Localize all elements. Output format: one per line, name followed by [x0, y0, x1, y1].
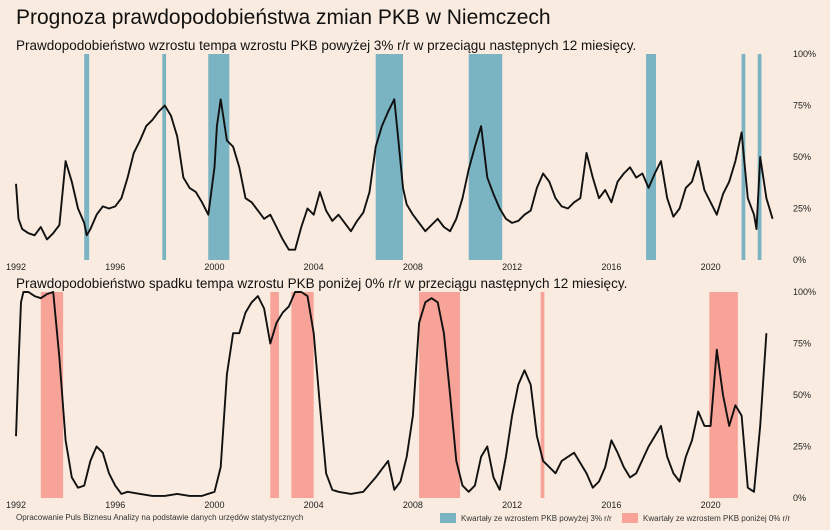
- recession-x-tick-label: 2020: [701, 500, 721, 510]
- legend-label-up: Kwartały ze wzrostem PKB powyżej 3% r/r: [461, 513, 612, 523]
- main-title: Prognoza prawdopodobieństwa zmian PKB w …: [16, 6, 551, 29]
- recession-shaded-band: [270, 292, 279, 498]
- growth-x-tick-label: 2016: [601, 262, 621, 272]
- recession-x-tick-label: 1992: [6, 500, 26, 510]
- growth-x-tick-label: 2012: [502, 262, 522, 272]
- recession-y-tick-label: 100%: [793, 287, 816, 297]
- source-note: Opracowanie Puls Biznesu Analizy na pods…: [16, 513, 304, 522]
- recession-y-tick-label: 25%: [793, 442, 811, 452]
- recession-shaded-band: [540, 292, 545, 498]
- growth-probability-line: [15, 98, 774, 251]
- growth-x-tick-label: 2020: [701, 262, 721, 272]
- recession-probability-line: [15, 291, 768, 497]
- recession-shaded-band: [419, 292, 461, 498]
- recession-shaded-band: [291, 292, 314, 498]
- growth-shaded-band: [208, 54, 230, 260]
- recession-x-tick-label: 1996: [105, 500, 125, 510]
- growth-y-tick-label: 0%: [793, 255, 806, 265]
- panel-1-title: Prawdopodobieństwo wzrostu tempa wzrostu…: [16, 38, 637, 53]
- legend-item-down: Kwartały ze wzrostem PKB poniżej 0% r/r: [622, 513, 790, 523]
- growth-y-tick-label: 25%: [793, 204, 811, 214]
- growth-shaded-band: [375, 54, 403, 260]
- recession-y-tick-label: 0%: [793, 493, 806, 503]
- recession-x-tick-label: 2012: [502, 500, 522, 510]
- growth-shaded-band: [162, 54, 167, 260]
- legend-swatch-down: [622, 513, 638, 523]
- legend-item-up: Kwartały ze wzrostem PKB powyżej 3% r/r: [440, 513, 612, 523]
- growth-x-tick-label: 2008: [403, 262, 423, 272]
- recession-x-tick-label: 2004: [304, 500, 324, 510]
- growth-x-tick-label: 2000: [204, 262, 224, 272]
- legend-swatch-up: [440, 513, 456, 523]
- recession-x-tick-label: 2008: [403, 500, 423, 510]
- growth-shaded-band: [646, 54, 657, 260]
- recession-x-tick-label: 2016: [601, 500, 621, 510]
- growth-shaded-band: [84, 54, 90, 260]
- recession-shaded-band: [40, 292, 64, 498]
- growth-x-tick-label: 2004: [304, 262, 324, 272]
- recession-x-tick-label: 2000: [204, 500, 224, 510]
- growth-x-tick-label: 1996: [105, 262, 125, 272]
- growth-y-tick-label: 50%: [793, 152, 811, 162]
- growth-x-tick-label: 1992: [6, 262, 26, 272]
- legend-label-down: Kwartały ze wzrostem PKB poniżej 0% r/r: [643, 513, 791, 523]
- panel-2-title: Prawdopodobieństwo spadku tempa wzrostu …: [16, 276, 628, 291]
- recession-y-tick-label: 75%: [793, 339, 811, 349]
- growth-y-tick-label: 75%: [793, 101, 811, 111]
- recession-y-tick-label: 50%: [793, 390, 811, 400]
- growth-y-tick-label: 100%: [793, 49, 816, 59]
